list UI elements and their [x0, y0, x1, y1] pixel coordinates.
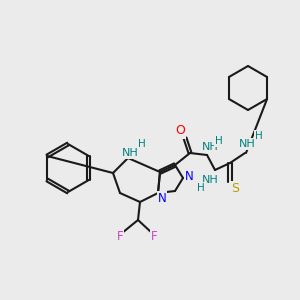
Text: N: N	[184, 169, 194, 182]
Text: NH: NH	[122, 148, 138, 158]
Text: NH: NH	[202, 142, 218, 152]
Text: O: O	[175, 124, 185, 137]
Text: NH: NH	[202, 175, 218, 185]
Text: F: F	[151, 230, 157, 244]
Text: H: H	[138, 139, 146, 149]
Text: N: N	[158, 191, 166, 205]
Text: NH: NH	[238, 139, 255, 149]
Text: S: S	[231, 182, 239, 194]
Text: H: H	[215, 136, 223, 146]
Text: H: H	[255, 131, 263, 141]
Text: F: F	[117, 230, 123, 244]
Text: H: H	[197, 183, 205, 193]
